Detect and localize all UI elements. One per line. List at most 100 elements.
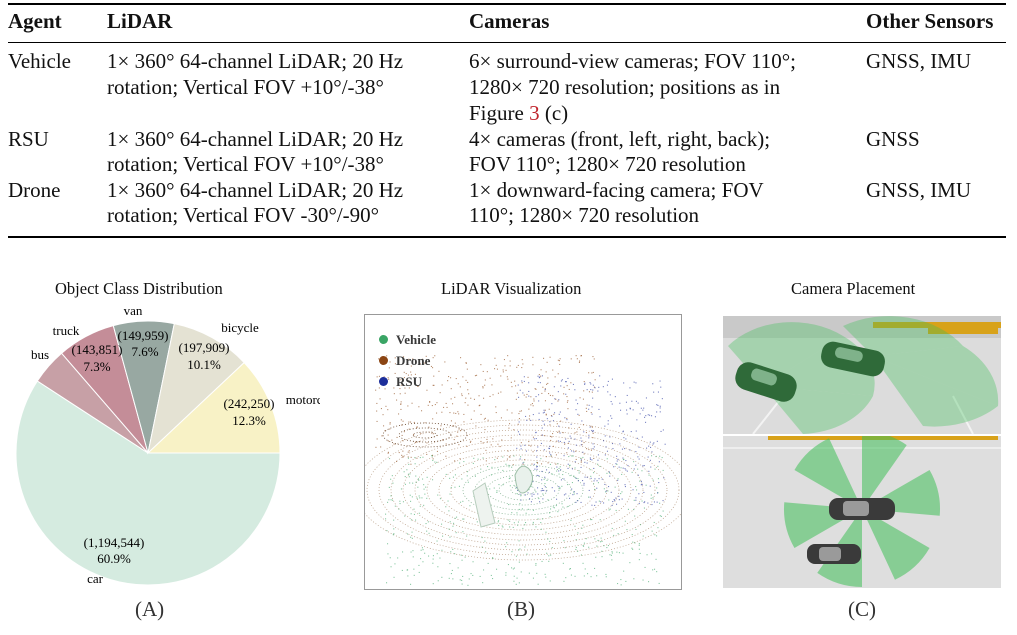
lidar-point xyxy=(408,387,410,389)
lidar-point xyxy=(465,362,467,364)
lidar-point xyxy=(550,455,552,457)
lidar-point xyxy=(660,386,662,388)
lidar-point xyxy=(563,393,565,395)
lidar-point xyxy=(662,500,664,502)
lidar-point xyxy=(465,397,467,399)
lidar-point xyxy=(588,391,590,393)
lidar-point xyxy=(498,520,500,522)
lidar-point xyxy=(577,480,579,482)
lidar-point xyxy=(387,377,389,379)
lidar-point xyxy=(450,551,452,553)
lidar-point xyxy=(621,491,623,493)
lidar-point xyxy=(536,466,538,468)
lidar-point xyxy=(414,373,416,375)
lidar-point xyxy=(592,356,594,358)
lidar-point xyxy=(459,579,461,581)
lidar-point xyxy=(522,363,524,365)
lidar-point xyxy=(482,582,484,584)
lidar-point xyxy=(426,389,428,391)
lidar-point xyxy=(452,525,454,527)
lidar-point xyxy=(578,472,580,474)
lidar-point xyxy=(528,382,530,384)
lidar-point xyxy=(659,455,661,457)
lidar-point xyxy=(496,368,498,370)
lidar-point xyxy=(399,393,401,395)
lidar-point xyxy=(557,511,559,513)
header-lidar: LiDAR xyxy=(107,9,173,33)
lidar-point xyxy=(416,426,418,428)
lidar-point xyxy=(562,474,564,476)
lidar-point xyxy=(569,497,571,499)
lidar-point xyxy=(524,494,526,496)
lidar-point xyxy=(606,472,608,474)
lidar-point xyxy=(651,451,653,453)
lidar-point xyxy=(402,551,404,553)
lidar-point xyxy=(501,439,503,441)
lidar-point xyxy=(567,408,569,410)
lidar-point xyxy=(612,448,614,450)
lidar-point xyxy=(571,455,573,457)
lidar-point xyxy=(575,501,577,503)
lidar-point xyxy=(459,386,461,388)
lidar-point xyxy=(473,398,475,400)
lidar-point xyxy=(543,357,545,359)
lidar-point xyxy=(419,363,421,365)
lidar-point xyxy=(652,479,654,481)
lidar-point xyxy=(485,460,487,462)
lidar-point xyxy=(554,376,556,378)
pie-label-bicycle: bicycle xyxy=(221,320,259,335)
lidar-point xyxy=(535,438,537,440)
lidar-point xyxy=(520,442,522,444)
lidar-point xyxy=(484,540,486,542)
lidar-point xyxy=(432,433,434,435)
lidar-point xyxy=(626,409,628,411)
lidar-point xyxy=(407,451,409,453)
lidar-point xyxy=(631,471,633,473)
lidar-point xyxy=(376,410,378,412)
lidar-point xyxy=(648,470,650,472)
lidar-point xyxy=(624,448,626,450)
lidar-point xyxy=(599,416,601,418)
lidar-point xyxy=(512,464,514,466)
lidar-point xyxy=(556,466,558,468)
header-cameras: Cameras xyxy=(469,9,550,33)
lidar-point xyxy=(590,576,592,578)
lidar-point xyxy=(546,552,548,554)
lidar-point xyxy=(570,437,572,439)
lidar-point xyxy=(657,391,659,393)
lidar-point xyxy=(611,552,613,554)
lidar-point xyxy=(552,395,554,397)
lidar-point xyxy=(437,494,439,496)
lidar-point xyxy=(594,538,596,540)
lidar-point xyxy=(648,474,650,476)
table-top-rule xyxy=(8,3,1006,5)
lidar-point xyxy=(421,410,423,412)
lidar-point xyxy=(452,578,454,580)
lidar-point xyxy=(566,401,568,403)
camera-fov-wedge xyxy=(862,509,930,580)
lidar-point xyxy=(615,509,617,511)
lidar-point xyxy=(656,487,658,489)
lidar-point xyxy=(635,400,637,402)
lidar-point xyxy=(543,423,545,425)
lidar-point xyxy=(580,501,582,503)
row-rsu-cameras-line1: 4× cameras (front, left, right, back); xyxy=(469,127,771,151)
lidar-point xyxy=(509,520,511,522)
lidar-point xyxy=(591,459,593,461)
lidar-point xyxy=(487,562,489,564)
lidar-point xyxy=(641,500,643,502)
lidar-point xyxy=(393,393,395,395)
lidar-point xyxy=(530,445,532,447)
lidar-point xyxy=(539,501,541,503)
lidar-point xyxy=(574,476,576,478)
lidar-point xyxy=(580,437,582,439)
lidar-point xyxy=(507,355,509,357)
figure-ref-link[interactable]: 3 xyxy=(529,101,540,125)
lidar-point xyxy=(407,575,409,577)
lidar-point xyxy=(427,404,429,406)
lidar-point xyxy=(524,444,526,446)
lidar-point xyxy=(438,370,440,372)
lidar-point xyxy=(607,423,609,425)
lidar-point xyxy=(409,482,411,484)
lidar-point xyxy=(635,486,637,488)
